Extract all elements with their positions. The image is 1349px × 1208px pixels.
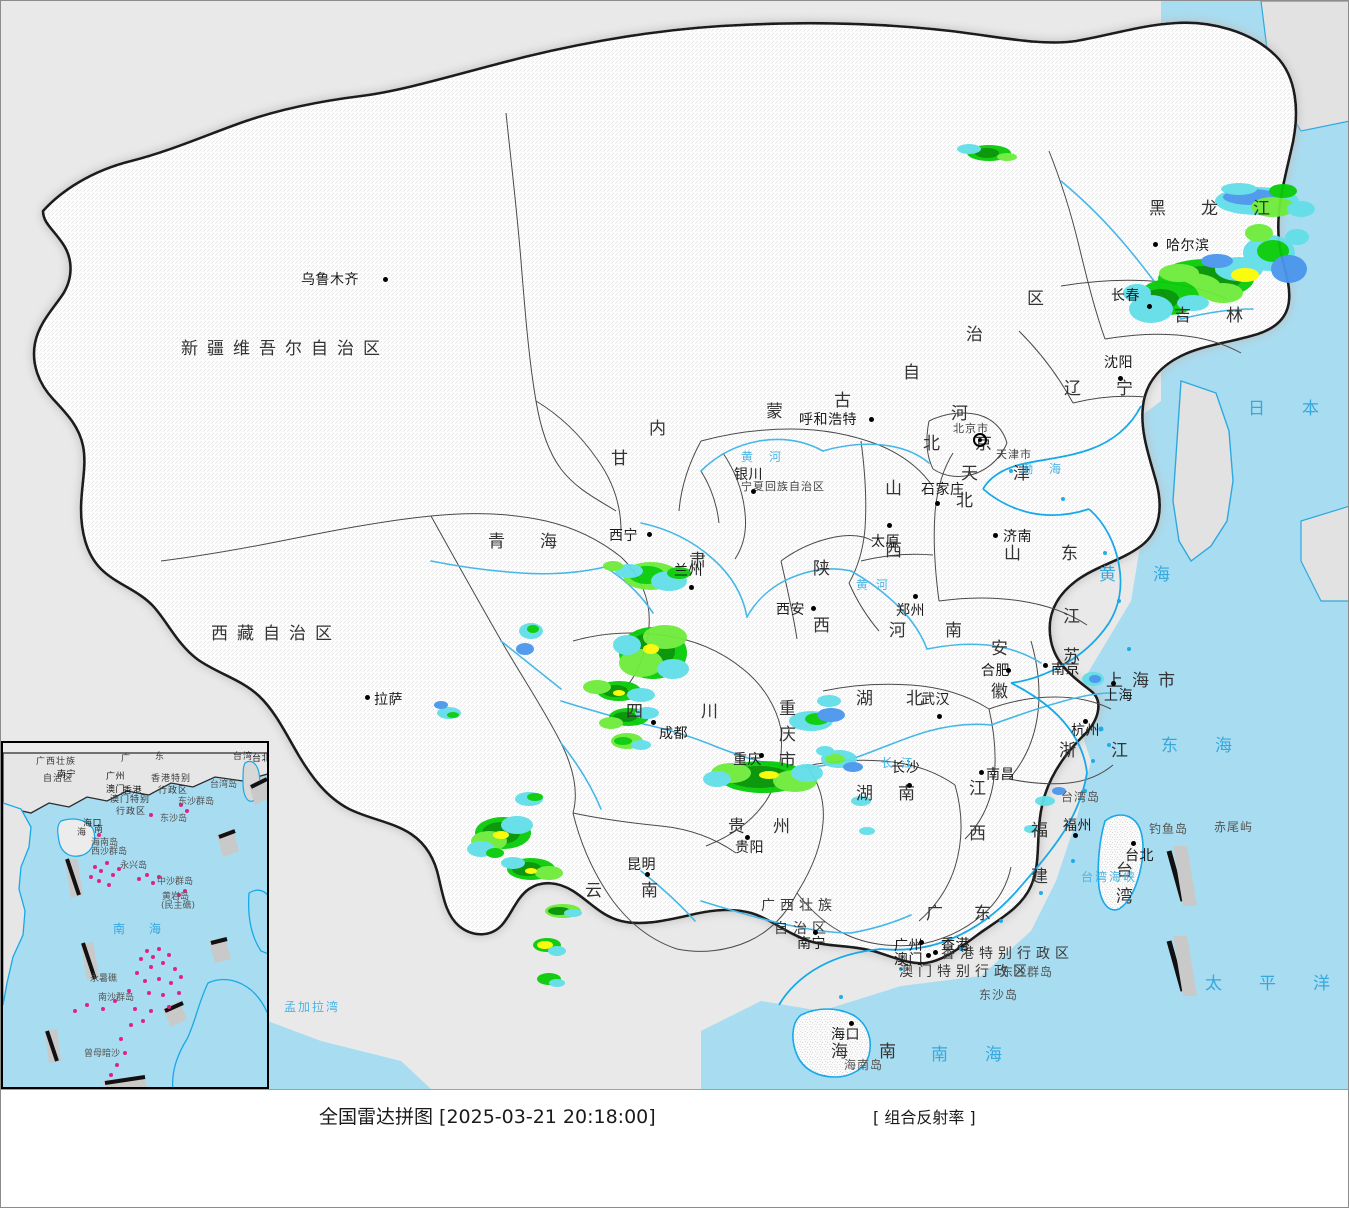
city-dot: [651, 720, 656, 725]
city-dot: [913, 594, 918, 599]
product-type-label: [ 组合反射率 ]: [873, 1108, 976, 1127]
city-dot: [933, 950, 938, 955]
city-dot: [979, 770, 984, 775]
city-dot: [1131, 841, 1136, 846]
inset-base-layer: [3, 743, 267, 1087]
city-dot: [869, 417, 874, 422]
city-dot: [745, 835, 750, 840]
city-dot: [935, 501, 940, 506]
city-dot: [813, 930, 818, 935]
city-dot: [993, 533, 998, 538]
city-dot: [919, 940, 924, 945]
city-dot: [849, 1021, 854, 1026]
city-dot: [383, 277, 388, 282]
city-dot: [1153, 242, 1158, 247]
city-dot: [645, 872, 650, 877]
city-dot: [887, 523, 892, 528]
city-dot: [1111, 681, 1116, 686]
map-base-layer: [1, 1, 1348, 1089]
mosaic-title: 全国雷达拼图 [2025-03-21 20:18:00]: [319, 1106, 656, 1128]
city-dot: [647, 532, 652, 537]
city-dot: [1118, 376, 1123, 381]
city-dot: [365, 695, 370, 700]
city-dot: [689, 585, 694, 590]
city-dot: [759, 753, 764, 758]
city-dot: [907, 783, 912, 788]
city-dot: [926, 953, 931, 958]
city-dot: [811, 606, 816, 611]
city-dot: [751, 489, 756, 494]
city-dot: [1083, 719, 1088, 724]
city-dot: [1043, 663, 1048, 668]
city-dot: [937, 714, 942, 719]
radar-echo-layer: [434, 144, 1315, 999]
south-china-sea-inset[interactable]: 广西壮族自治区广东台湾香港特别行政区澳门特别行政区海南南宁广州海口香港澳门台北台…: [1, 741, 269, 1089]
city-dot: [1006, 668, 1011, 673]
legend-bar: 全国雷达拼图 [2025-03-21 20:18:00] [ 组合反射率 ] d…: [1, 1089, 1348, 1207]
radar-map-panel[interactable]: 新疆维吾尔自治区 西藏自治区青 海甘肃内蒙古自治区黑 龙 江吉 林辽 宁河北山西山…: [1, 1, 1348, 1089]
city-dot: [1147, 304, 1152, 309]
capital-marker-beijing: [973, 433, 987, 447]
city-dot: [1073, 833, 1078, 838]
